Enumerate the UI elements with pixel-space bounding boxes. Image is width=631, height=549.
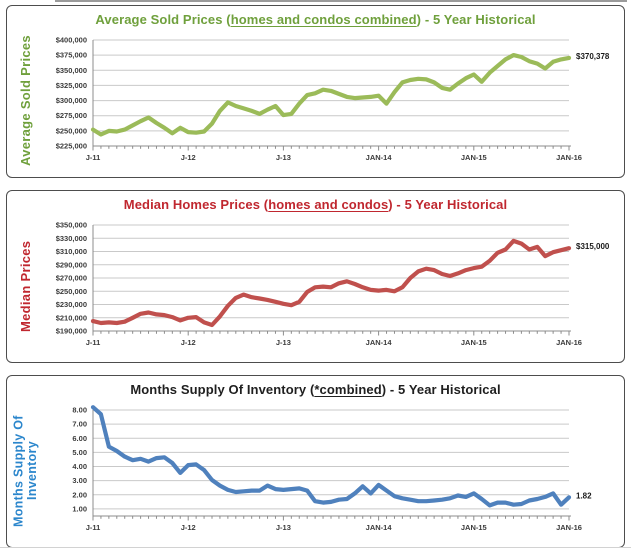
chart-title-months-supply: Months Supply Of Inventory (*combined) -… — [7, 382, 624, 397]
x-axis-tick-label: JAN-16 — [556, 153, 582, 162]
chart-title-underlined-text: *combined — [314, 382, 382, 397]
x-axis-tick-labels: J-11 J-12 J-13 JAN-14 JAN-15 JAN-16 — [86, 338, 582, 347]
end-value-label: 1.82 — [576, 491, 592, 500]
chart-title-text: ) - 5 Year Historical — [416, 12, 536, 27]
x-axis-tick-label: JAN-16 — [556, 523, 582, 532]
y-axis-tick-label: $350,000 — [56, 66, 87, 75]
y-axis-tick-label: $400,000 — [56, 36, 87, 45]
y-axis-title-average-sold-prices: Average Sold Prices — [17, 35, 33, 167]
chart-title-text: ) - 5 Year Historical — [381, 382, 501, 397]
y-axis-tick-label: 8.00 — [72, 406, 87, 415]
y-axis-tick-label: $210,000 — [56, 313, 87, 322]
y-axis-tick-label: $290,000 — [56, 260, 87, 269]
x-axis-tick-marks — [92, 146, 570, 151]
x-axis-tick-label: JAN-15 — [461, 153, 487, 162]
y-axis-tick-label: $270,000 — [56, 274, 87, 283]
y-axis-tick-label: $350,000 — [56, 221, 87, 230]
y-axis-tick-label: 4.00 — [72, 462, 87, 471]
end-value-label: $370,378 — [576, 52, 610, 61]
line-chart-months-supply: 8.00 7.00 6.00 5.00 4.00 3.00 2.00 1.00 J-11 J-12… — [72, 405, 592, 532]
y-axis-tick-label: $230,000 — [56, 300, 87, 309]
end-value-label: $315,000 — [576, 242, 610, 251]
x-axis-tick-label: J-13 — [276, 523, 291, 532]
y-axis-tick-label: $250,000 — [56, 287, 87, 296]
gridlines — [93, 409, 569, 510]
chart-title-average-sold-prices: Average Sold Prices (homes and condos co… — [7, 12, 624, 27]
y-axis-tick-label: $275,000 — [56, 111, 87, 120]
chart-title-underlined-text: homes and condos combined — [230, 12, 417, 27]
chart-title-text: Median Homes Prices ( — [123, 197, 269, 212]
y-axis-tick-label: 2.00 — [72, 490, 87, 499]
y-axis-tick-label: $190,000 — [56, 327, 87, 336]
x-axis-tick-label: J-11 — [86, 153, 101, 162]
y-axis-tick-label: $330,000 — [56, 234, 87, 243]
median-prices-chart-panel: Median Homes Prices (homes and condos) -… — [6, 190, 625, 363]
chart-title-text: ) - 5 Year Historical — [388, 197, 508, 212]
y-axis-tick-label: $250,000 — [56, 126, 87, 135]
bottom-divider-line — [0, 547, 631, 548]
chart-title-text: Average Sold Prices ( — [95, 12, 231, 27]
y-axis-tick-labels: 8.00 7.00 6.00 5.00 4.00 3.00 2.00 1.00 — [72, 406, 87, 514]
gridlines — [93, 224, 569, 319]
x-axis-tick-label: J-11 — [86, 338, 101, 347]
y-axis-title-median-prices: Median Prices — [17, 240, 33, 332]
y-axis-title-months-supply: Months Supply Of Inventory — [11, 415, 39, 527]
x-axis-tick-marks — [92, 331, 570, 336]
x-axis-tick-label: JAN-14 — [366, 153, 393, 162]
y-axis-tick-label: $310,000 — [56, 247, 87, 256]
data-series-line — [90, 53, 572, 137]
y-axis-tick-labels: $350,000 $330,000 $310,000 $290,000 $270,000… — [56, 221, 87, 336]
x-axis-tick-label: JAN-14 — [366, 338, 393, 347]
y-axis-tick-labels: $400,000 $375,000 $350,000 $325,000 $300,000… — [56, 36, 87, 151]
x-axis-tick-label: J-12 — [181, 153, 196, 162]
data-series-line — [90, 238, 572, 328]
chart-title-median-prices: Median Homes Prices (homes and condos) -… — [7, 197, 624, 212]
y-axis-tick-label: $325,000 — [56, 81, 87, 90]
x-axis-tick-labels: J-11 J-12 J-13 JAN-14 JAN-15 JAN-16 — [86, 523, 582, 532]
y-axis-tick-label: 7.00 — [72, 420, 87, 429]
gridlines — [93, 39, 569, 132]
x-axis-tick-label: J-12 — [181, 338, 196, 347]
months-supply-chart-panel: Months Supply Of Inventory (*combined) -… — [6, 375, 625, 548]
x-axis-tick-label: JAN-14 — [366, 523, 393, 532]
y-axis-tick-label: 1.00 — [72, 504, 87, 513]
data-series-line — [90, 405, 572, 508]
x-axis-tick-labels: J-11 J-12 J-13 JAN-14 JAN-15 JAN-16 — [86, 153, 582, 162]
x-axis-tick-label: JAN-15 — [461, 338, 487, 347]
y-axis-tick-label: $300,000 — [56, 96, 87, 105]
average-sold-prices-chart-panel: Average Sold Prices (homes and condos co… — [6, 5, 625, 178]
y-axis-tick-label: 3.00 — [72, 476, 87, 485]
y-axis-tick-label: 6.00 — [72, 434, 87, 443]
x-axis-tick-label: J-13 — [276, 153, 291, 162]
x-axis-tick-label: JAN-16 — [556, 338, 582, 347]
top-divider-line — [55, 0, 627, 2]
y-axis-tick-label: $375,000 — [56, 51, 87, 60]
x-axis-tick-label: J-11 — [86, 523, 101, 532]
x-axis-tick-marks — [92, 516, 570, 521]
chart-title-text: Months Supply Of Inventory ( — [130, 382, 315, 397]
x-axis-tick-label: J-12 — [181, 523, 196, 532]
y-axis-tick-label: 5.00 — [72, 448, 87, 457]
x-axis-tick-label: JAN-15 — [461, 523, 487, 532]
x-axis-tick-label: J-13 — [276, 338, 291, 347]
y-axis-tick-label: $225,000 — [56, 142, 87, 151]
chart-title-underlined-text: homes and condos — [268, 197, 389, 212]
line-chart-median-prices: $350,000 $330,000 $310,000 $290,000 $270,000… — [56, 221, 610, 348]
line-chart-average-sold-prices: $400,000 $375,000 $350,000 $325,000 $300,000… — [56, 36, 610, 163]
